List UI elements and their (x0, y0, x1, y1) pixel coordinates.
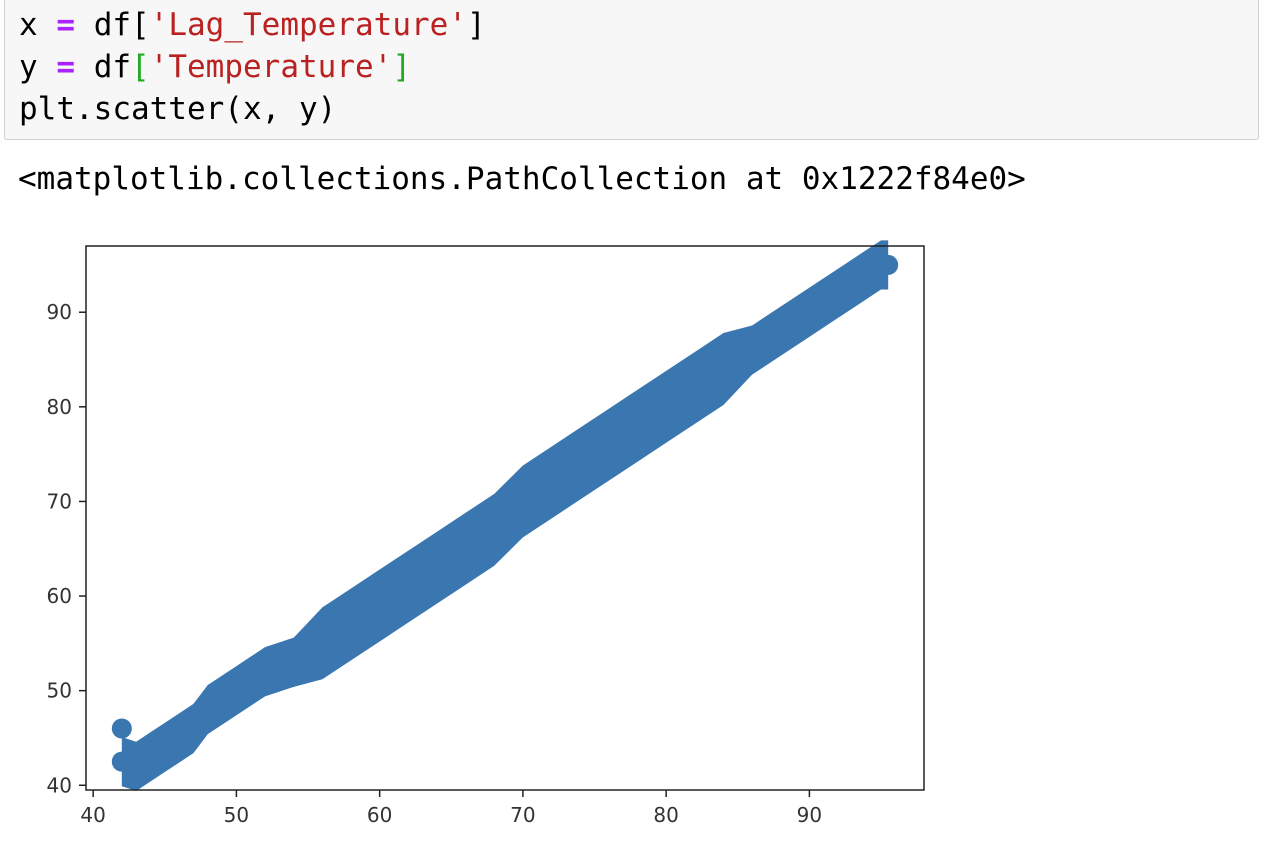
scatter-point (111, 718, 132, 739)
code-object: df[ (93, 7, 150, 43)
x-tick-label: 80 (653, 803, 678, 827)
y-tick-label: 80 (47, 395, 72, 419)
y-axis: 40 50 60 70 80 90 (47, 300, 86, 797)
scatter-point (828, 283, 849, 304)
scatter-point (878, 254, 899, 275)
scatter-point (484, 519, 505, 540)
code-var-x: x (19, 7, 38, 43)
scatter-point (684, 377, 705, 398)
x-tick-label: 70 (510, 803, 535, 827)
x-axis: 40 50 60 70 80 90 (80, 790, 822, 827)
scatter-point (126, 756, 147, 777)
scatter-point (154, 737, 175, 758)
code-string: 'Lag_Temperature' (149, 7, 467, 43)
code-operator: = (56, 49, 76, 85)
scatter-point (398, 576, 419, 597)
scatter-point (713, 358, 734, 379)
y-tick-label: 90 (47, 300, 72, 324)
scatter-point (656, 396, 677, 417)
scatter-point (842, 273, 863, 294)
scatter-point (512, 491, 533, 512)
scatter-point (369, 595, 390, 616)
scatter-point (627, 415, 648, 436)
scatter-point (169, 727, 190, 748)
scatter-point (742, 340, 763, 361)
scatter-density-band (121, 240, 889, 791)
code-line-1[interactable]: x = df['Lag_Temperature'] (19, 4, 486, 46)
scatter-point (570, 453, 591, 474)
plot-frame (85, 245, 925, 791)
scatter-point (455, 538, 476, 559)
scatter-point (541, 472, 562, 493)
scatter-point (226, 680, 247, 701)
output-repr: <matplotlib.collections.PathCollection a… (18, 161, 1026, 197)
x-tick-label: 50 (224, 803, 249, 827)
scatter-point (799, 302, 820, 323)
code-cell[interactable]: x = df['Lag_Temperature'] y = df['Temper… (4, 0, 1259, 140)
x-tick-label: 40 (80, 803, 105, 827)
scatter-point (312, 633, 333, 654)
scatter-point (255, 661, 276, 682)
scatter-point (426, 557, 447, 578)
code-line-3[interactable]: plt.scatter(x, y) (19, 91, 337, 127)
scatter-point (183, 718, 204, 739)
scatter-point (140, 746, 161, 767)
code-line-2[interactable]: y = df['Temperature'] (19, 46, 411, 88)
scatter-point (341, 614, 362, 635)
code-string: 'Temperature' (149, 49, 393, 85)
scatter-plot: 40 50 60 70 80 90 40 50 60 70 80 90 (47, 240, 925, 827)
scatter-point (283, 652, 304, 673)
code-object: df (93, 49, 132, 85)
x-tick-label: 90 (797, 803, 822, 827)
x-tick-label: 60 (367, 803, 392, 827)
y-tick-label: 40 (47, 773, 72, 797)
code-bracket: ] (466, 7, 486, 43)
scatter-point (598, 434, 619, 455)
y-tick-label: 70 (47, 489, 72, 513)
scatter-point (856, 264, 877, 285)
code-bracket-matched: [ (131, 49, 150, 85)
y-tick-label: 60 (47, 584, 72, 608)
code-bracket-matched: ] (392, 49, 411, 85)
scatter-point (770, 321, 791, 342)
code-operator: = (56, 7, 76, 43)
code-var-y: y (19, 49, 38, 85)
scatter-point (197, 699, 218, 720)
y-tick-label: 50 (47, 679, 72, 703)
scatter-marks (111, 240, 899, 791)
